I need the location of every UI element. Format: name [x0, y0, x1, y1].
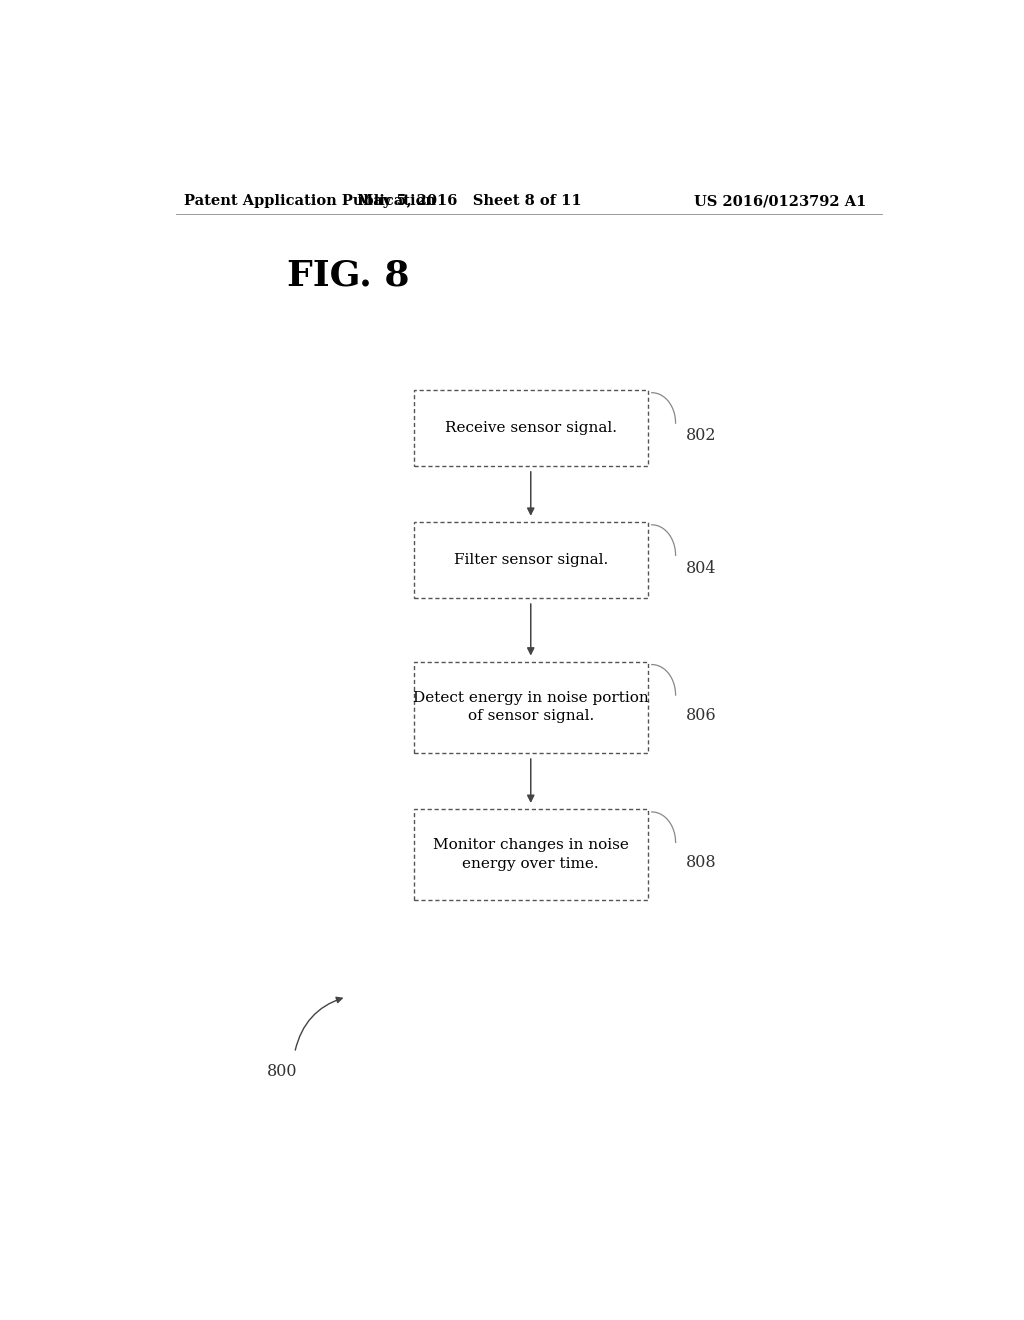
FancyArrowPatch shape — [295, 998, 342, 1051]
Text: 808: 808 — [686, 854, 717, 871]
Text: FIG. 8: FIG. 8 — [287, 259, 410, 292]
Text: 806: 806 — [686, 708, 717, 723]
Bar — [414, 389, 648, 466]
Text: May 5, 2016   Sheet 8 of 11: May 5, 2016 Sheet 8 of 11 — [357, 194, 582, 209]
Text: Detect energy in noise portion
of sensor signal.: Detect energy in noise portion of sensor… — [413, 692, 648, 723]
Text: Patent Application Publication: Patent Application Publication — [183, 194, 435, 209]
Text: US 2016/0123792 A1: US 2016/0123792 A1 — [693, 194, 866, 209]
Text: Receive sensor signal.: Receive sensor signal. — [444, 421, 616, 434]
Text: 800: 800 — [267, 1063, 297, 1080]
Text: 802: 802 — [686, 428, 717, 445]
Bar — [414, 809, 648, 900]
Text: Monitor changes in noise
energy over time.: Monitor changes in noise energy over tim… — [433, 838, 629, 871]
Text: Filter sensor signal.: Filter sensor signal. — [454, 553, 608, 566]
Bar — [414, 661, 648, 752]
Bar — [414, 521, 648, 598]
Text: 804: 804 — [686, 560, 717, 577]
